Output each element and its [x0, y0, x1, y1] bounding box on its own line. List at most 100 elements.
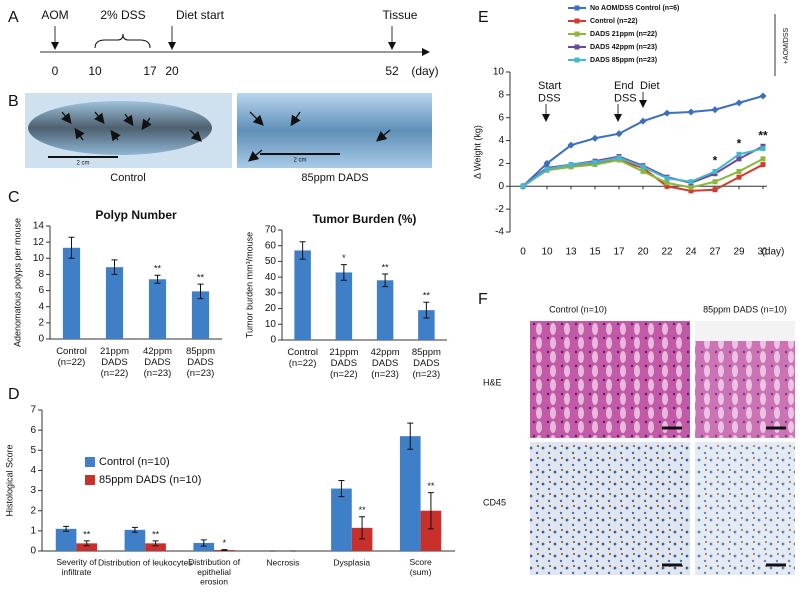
error-bar — [200, 539, 207, 547]
he-image — [530, 321, 690, 438]
x-tick-label: 85ppm DADS (n=23) — [186, 346, 215, 379]
y-tick-label: 5 — [30, 445, 36, 456]
x-tick-label: Score (sum) — [409, 557, 431, 577]
bar — [193, 542, 215, 551]
error-bar — [63, 525, 70, 532]
bar — [62, 247, 81, 339]
y-tick-label: 10 — [33, 253, 45, 264]
annotation: Diet — [640, 80, 660, 92]
bar — [399, 436, 421, 551]
error-bar — [154, 274, 161, 284]
panel-letter: C — [8, 189, 20, 206]
legend-label: Control (n=10) — [99, 456, 170, 468]
bar — [76, 543, 98, 551]
significance: * — [342, 253, 346, 263]
point — [712, 187, 718, 193]
x-tick-label: 22 — [661, 247, 673, 258]
bar — [148, 279, 167, 339]
legend-swatch — [85, 475, 95, 485]
timeline-tick: 0 — [52, 64, 59, 78]
y-tick-label: 1 — [30, 525, 36, 536]
point — [664, 183, 670, 189]
y-tick-label: 10 — [265, 319, 277, 330]
x-tick-label: Control (n=22) — [56, 346, 87, 368]
point — [543, 159, 551, 167]
x-unit: (day) — [762, 247, 785, 258]
x-tick-label: 24 — [685, 247, 697, 258]
y-tick-label: 2 — [498, 158, 504, 169]
legend-marker — [574, 5, 580, 11]
y-tick-label: 6 — [30, 425, 36, 436]
point — [616, 155, 622, 161]
error-bar — [299, 241, 306, 260]
chart-title: Tumor Burden (%) — [313, 212, 417, 226]
column-label: 85ppm DADS (n=10) — [703, 304, 787, 314]
x-tick-label: 42ppm DADS (n=23) — [371, 347, 400, 380]
y-tick-label: 50 — [265, 256, 277, 267]
bar — [294, 250, 311, 340]
point — [736, 151, 742, 157]
y-tick-label: 2 — [38, 317, 44, 328]
error-bar — [111, 259, 118, 275]
timeline-tick: 52 — [385, 64, 399, 78]
point — [663, 109, 671, 117]
error-bar — [338, 480, 345, 498]
x-tick-label: Severity of infiltrate — [56, 557, 97, 577]
timeline-event: Diet start — [176, 8, 225, 22]
error-bar — [152, 540, 159, 547]
point — [736, 156, 742, 162]
bar — [335, 272, 353, 340]
legend-marker — [574, 31, 580, 37]
bar — [191, 291, 210, 339]
y-tick-label: 3 — [30, 485, 36, 496]
point — [687, 108, 695, 116]
x-tick-label: Necrosis — [266, 557, 299, 567]
point — [615, 130, 623, 138]
y-tick-label: 4 — [498, 135, 504, 146]
row-label: CD45 — [483, 497, 506, 507]
y-tick-label: 0 — [270, 335, 276, 346]
significance: ** — [758, 128, 768, 142]
point — [592, 159, 598, 165]
timeline-tick: 10 — [88, 64, 102, 78]
legend-label: No AOM/DSS Control (n=6) — [590, 5, 679, 12]
significance: * — [737, 136, 742, 150]
bar — [124, 529, 146, 551]
x-tick-label: 17 — [613, 247, 625, 258]
x-tick-label: 21ppm DADS (n=22) — [329, 347, 358, 380]
timeline-tick: 20 — [165, 64, 179, 78]
y-axis-label: Histological Score — [4, 444, 14, 516]
timeline-tick: 17 — [143, 64, 157, 78]
y-axis-label: Δ Weight (kg) — [472, 125, 482, 179]
annotation: Start DSS — [538, 80, 561, 105]
point — [568, 162, 574, 168]
x-tick-label: 13 — [565, 247, 577, 258]
y-tick-label: 6 — [38, 285, 44, 296]
scale-bars — [662, 426, 786, 567]
bar — [105, 267, 124, 339]
significance: * — [223, 538, 227, 548]
y-tick-label: -2 — [495, 204, 504, 215]
scale-label: 2 cm — [76, 161, 89, 167]
x-tick-label: 20 — [637, 247, 649, 258]
panel-letter: B — [8, 93, 19, 110]
y-axis-label: Adenomatous polyps per mouse — [12, 218, 22, 347]
bar — [331, 488, 352, 551]
legend-marker — [574, 57, 580, 63]
legend-label: DADS 21ppm (n=22) — [590, 31, 657, 38]
y-tick-label: 0 — [30, 546, 36, 557]
legend-label: DADS 42ppm (n=23) — [590, 44, 657, 51]
point — [688, 188, 694, 194]
x-tick-label: 85ppm DADS (n=23) — [412, 347, 441, 380]
error-bar — [423, 301, 430, 319]
y-tick-label: 40 — [265, 272, 277, 283]
panel-letter: D — [8, 386, 20, 403]
y-tick-label: 0 — [498, 181, 504, 192]
group-label: +AOM/DSS — [783, 27, 790, 64]
point — [520, 183, 526, 189]
significance: ** — [359, 505, 367, 515]
error-bar — [382, 273, 389, 288]
significance: ** — [427, 481, 435, 491]
x-tick-label: 31 — [757, 247, 769, 258]
point — [736, 168, 742, 174]
